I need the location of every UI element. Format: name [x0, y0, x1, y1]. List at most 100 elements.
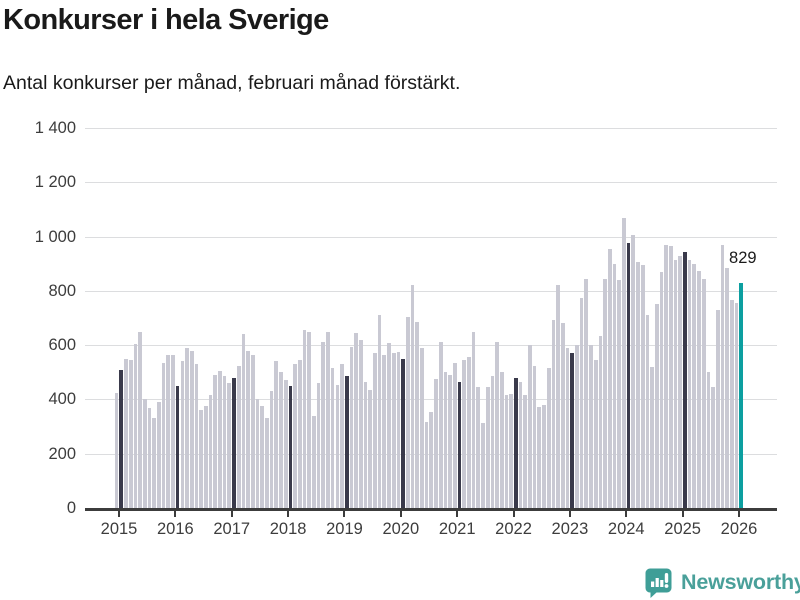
x-axis-label-2017: 2017: [213, 520, 251, 538]
bar-2016-08: [203, 406, 208, 508]
bar-2023-08: [598, 335, 603, 508]
bar-2015-12: [166, 354, 171, 508]
bar-2016-02: [175, 385, 180, 508]
bar-2021-10: [495, 341, 499, 508]
chart-subtitle: Antal konkurser per månad, februari måna…: [3, 72, 461, 94]
bar-2021-05: [471, 331, 476, 508]
bar-2020-05: [415, 322, 420, 508]
bar-2015-03: [124, 358, 128, 508]
bar-2021-03: [462, 360, 466, 508]
bar-2020-08: [429, 411, 434, 508]
bar-2017-07: [255, 399, 260, 508]
bar-2025-05: [697, 270, 701, 508]
bar-2022-02: [513, 377, 518, 508]
x-axis-tick-2019: [343, 510, 346, 517]
bar-2018-09: [321, 342, 326, 508]
bar-2018-05: [302, 330, 307, 508]
bar-2024-12: [673, 259, 678, 508]
bar-2017-05: [246, 350, 250, 508]
bar-2019-12: [391, 352, 396, 508]
x-axis-label-2025: 2025: [664, 520, 701, 538]
bar-2022-09: [546, 368, 551, 508]
bar-2019-07: [368, 389, 373, 508]
bar-2019-08: [373, 353, 377, 508]
bar-2022-04: [523, 395, 528, 508]
bar-2025-03: [687, 259, 692, 508]
gridline-400: [85, 399, 777, 401]
bar-2024-06: [645, 315, 650, 508]
page-title: Konkurser i hela Sverige: [3, 4, 329, 36]
bar-2018-10: [326, 331, 330, 508]
bar-2020-03: [405, 316, 410, 508]
bar-2023-02: [570, 352, 575, 508]
bar-2016-05: [189, 350, 194, 508]
bar-2019-09: [377, 315, 382, 508]
bar-2020-10: [438, 342, 443, 508]
bar-2023-01: [565, 347, 570, 508]
bar-2017-09: [265, 418, 269, 508]
bar-2015-11: [161, 362, 166, 508]
bar-2025-07: [706, 372, 711, 508]
bar-2025-08: [711, 387, 715, 508]
bar-2015-08: [147, 407, 152, 508]
bar-2023-03: [575, 345, 579, 508]
bar-2023-09: [603, 278, 607, 508]
bar-2016-01: [171, 354, 175, 508]
bar-2016-09: [208, 395, 213, 508]
bar-2017-08: [260, 406, 265, 508]
bar-2022-06: [532, 365, 537, 508]
bar-2021-04: [467, 357, 471, 508]
bar-2017-02: [232, 377, 236, 508]
bar-2019-02: [344, 376, 349, 508]
x-axis-tick-2016: [174, 510, 177, 517]
bar-2019-01: [340, 364, 344, 508]
bar-2016-12: [222, 376, 227, 508]
bar-2016-07: [199, 410, 203, 508]
y-axis-label-600: 600: [48, 336, 76, 355]
x-axis-label-2026: 2026: [720, 520, 758, 538]
x-axis-label-2018: 2018: [269, 520, 307, 538]
bar-2024-02: [626, 243, 631, 508]
x-axis-label-2024: 2024: [607, 520, 645, 538]
x-axis-label-2020: 2020: [382, 520, 420, 538]
x-axis-tick-2022: [512, 510, 515, 517]
bar-2018-12: [335, 384, 340, 508]
x-axis-tick-2017: [230, 510, 233, 517]
newsworthy-logo: Newsworthy: [644, 567, 800, 598]
x-axis-tick-2015: [118, 510, 120, 517]
bar-2022-05: [528, 345, 532, 508]
bar-2025-06: [701, 278, 706, 508]
bar-2016-11: [218, 370, 222, 508]
x-axis-line: [85, 508, 777, 511]
bar-2022-11: [556, 285, 560, 508]
latest-value-label: 829: [729, 248, 757, 267]
bar-2016-06: [194, 364, 199, 508]
bar-2021-06: [476, 387, 481, 508]
bar-2024-07: [650, 366, 654, 508]
y-axis-label-1000: 1 000: [34, 227, 76, 246]
bar-2022-03: [518, 381, 523, 508]
bar-2016-10: [213, 375, 218, 508]
y-axis-label-800: 800: [48, 281, 76, 300]
bar-2015-06: [138, 331, 142, 508]
bar-2024-05: [640, 265, 645, 508]
bar-2024-03: [631, 235, 636, 508]
bar-2024-08: [654, 304, 659, 508]
bar-2021-01: [452, 363, 457, 508]
bar-2025-01: [678, 255, 683, 508]
bar-2022-07: [537, 407, 542, 508]
bar-2020-11: [443, 372, 448, 508]
x-axis-label-2022: 2022: [495, 520, 532, 538]
x-axis-tick-2021: [456, 510, 459, 517]
x-axis-label-2021: 2021: [438, 520, 476, 538]
bar-2023-12: [617, 280, 622, 508]
bar-2025-10: [720, 244, 725, 508]
bar-2015-02: [119, 369, 124, 508]
bar-2017-11: [274, 361, 279, 508]
bar-2020-02: [401, 359, 405, 508]
bar-2022-10: [551, 320, 556, 508]
gridline-1400: [85, 128, 777, 129]
bar-2021-11: [499, 372, 504, 508]
x-axis-tick-2025: [681, 510, 684, 517]
bar-2017-06: [250, 354, 255, 508]
